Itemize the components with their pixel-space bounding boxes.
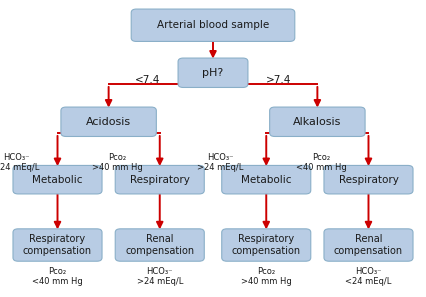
FancyBboxPatch shape <box>324 229 413 261</box>
Text: Pco₂
<40 mm Hg: Pco₂ <40 mm Hg <box>296 153 347 172</box>
Text: Respiratory: Respiratory <box>130 175 190 185</box>
Text: Arterial blood sample: Arterial blood sample <box>157 20 269 30</box>
Text: Respiratory
compensation: Respiratory compensation <box>23 234 92 256</box>
Text: Alkalosis: Alkalosis <box>293 117 342 127</box>
Text: <7.4: <7.4 <box>134 75 160 85</box>
FancyBboxPatch shape <box>115 229 204 261</box>
Text: Pco₂
>40 mm Hg: Pco₂ >40 mm Hg <box>92 153 143 172</box>
Text: Respiratory: Respiratory <box>339 175 398 185</box>
Text: Pco₂
<40 mm Hg: Pco₂ <40 mm Hg <box>32 267 83 286</box>
Text: Metabolic: Metabolic <box>241 175 291 185</box>
Text: Respiratory
compensation: Respiratory compensation <box>232 234 301 256</box>
FancyBboxPatch shape <box>13 229 102 261</box>
Text: Pco₂
>40 mm Hg: Pco₂ >40 mm Hg <box>241 267 292 286</box>
Text: HCO₃⁻
>24 mEq/L: HCO₃⁻ >24 mEq/L <box>198 153 244 172</box>
FancyBboxPatch shape <box>61 107 156 137</box>
Text: HCO₃⁻
<24 mEq/L: HCO₃⁻ <24 mEq/L <box>0 153 39 172</box>
Text: Renal
compensation: Renal compensation <box>125 234 194 256</box>
FancyBboxPatch shape <box>222 229 311 261</box>
Text: HCO₃⁻
<24 mEq/L: HCO₃⁻ <24 mEq/L <box>345 267 391 286</box>
Text: Acidosis: Acidosis <box>86 117 131 127</box>
FancyBboxPatch shape <box>270 107 365 137</box>
FancyBboxPatch shape <box>178 58 248 87</box>
FancyBboxPatch shape <box>115 165 204 194</box>
Text: Renal
compensation: Renal compensation <box>334 234 403 256</box>
FancyBboxPatch shape <box>131 9 295 42</box>
FancyBboxPatch shape <box>13 165 102 194</box>
FancyBboxPatch shape <box>324 165 413 194</box>
Text: HCO₃⁻
>24 mEq/L: HCO₃⁻ >24 mEq/L <box>137 267 183 286</box>
Text: Metabolic: Metabolic <box>32 175 83 185</box>
Text: >7.4: >7.4 <box>266 75 292 85</box>
FancyBboxPatch shape <box>222 165 311 194</box>
Text: pH?: pH? <box>202 68 224 78</box>
